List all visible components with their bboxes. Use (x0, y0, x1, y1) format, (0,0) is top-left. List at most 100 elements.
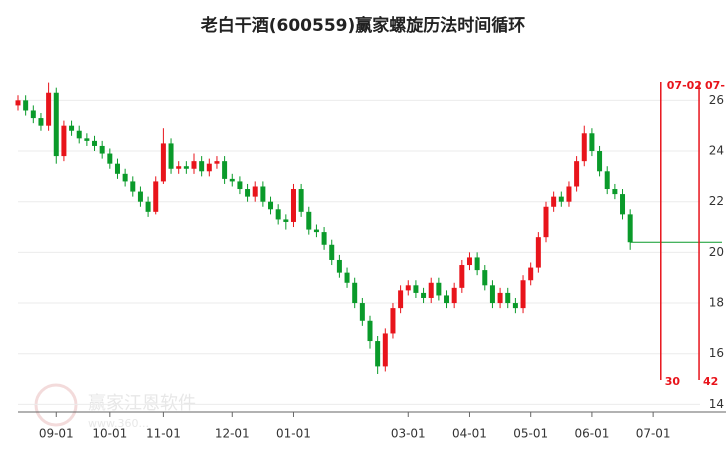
x-tick-label: 07-01 (636, 427, 671, 441)
candle-body (290, 189, 296, 222)
x-tick-label: 06-01 (574, 427, 609, 441)
candle-body (298, 189, 304, 212)
cycle-count: 30 (665, 375, 681, 388)
candle-body (137, 191, 143, 202)
candle-body (620, 194, 626, 215)
y-tick-label: 24 (709, 144, 724, 158)
y-tick-label: 20 (709, 245, 724, 259)
candle-body (99, 145, 105, 154)
candle-body (627, 214, 633, 243)
candle-body (336, 259, 342, 273)
candle-body (260, 186, 266, 202)
x-tick-label: 12-01 (215, 427, 250, 441)
candle-body (69, 125, 75, 131)
candle-body (107, 153, 113, 164)
x-tick-label: 05-01 (513, 427, 548, 441)
candle-body (375, 341, 381, 367)
candle-body (15, 100, 21, 106)
candle-body (474, 257, 480, 271)
candle-body (551, 196, 557, 207)
candle-body (390, 308, 396, 334)
candle-body (444, 295, 450, 304)
candle-body (497, 292, 503, 304)
candle-body (38, 118, 44, 126)
candle-body (245, 189, 251, 197)
candle-body (612, 189, 618, 195)
candle-body (306, 211, 312, 230)
candle-body (489, 285, 495, 304)
x-tick-label: 04-01 (452, 427, 487, 441)
candle-body (61, 125, 67, 157)
y-tick-label: 14 (709, 397, 724, 411)
candle-body (153, 181, 159, 212)
candle-body (558, 196, 564, 202)
candle-body (199, 161, 205, 172)
y-tick-label: 22 (709, 194, 724, 208)
x-tick-label: 09-01 (39, 427, 74, 441)
candle-body (168, 143, 174, 169)
x-tick-label: 10-01 (92, 427, 127, 441)
chart-title: 老白干酒(600559)赢家螺旋历法时间循环 (200, 15, 526, 36)
candle-body (160, 143, 166, 182)
y-tick-label: 26 (709, 93, 724, 107)
candle-body (183, 166, 189, 169)
watermark-text: 赢家江恩软件 (88, 392, 196, 414)
candle-body (76, 130, 82, 139)
candle-body (398, 290, 404, 309)
cycle-date: 07-1 (705, 79, 726, 92)
candle-body (566, 186, 572, 202)
x-tick-label: 11-01 (146, 427, 181, 441)
candle-body (367, 320, 373, 342)
candle-body (405, 285, 411, 291)
candle-body (574, 161, 580, 187)
candle-body (359, 303, 365, 321)
candle-body (352, 282, 358, 304)
candle-body (229, 178, 235, 182)
candle-body (268, 201, 274, 210)
candle-body (237, 181, 243, 190)
candle-body (382, 333, 388, 367)
candle-body (114, 163, 120, 174)
candle-body (421, 292, 427, 298)
candle-body (176, 166, 182, 169)
candle-body (46, 92, 52, 126)
candle-body (428, 282, 434, 298)
candle-body (313, 229, 319, 233)
candle-body (283, 219, 289, 222)
candle-body (535, 237, 541, 268)
watermark: 赢家江恩软件 www.360... (34, 383, 196, 430)
candle-body (413, 285, 419, 293)
candle-body (84, 138, 90, 141)
candle-body (520, 280, 526, 309)
candle-body (597, 151, 603, 172)
candle-body (191, 161, 197, 169)
candle-body (23, 100, 29, 111)
candle-body (528, 267, 534, 281)
candle-body (206, 163, 212, 172)
candle-body (214, 161, 220, 164)
candle-body (459, 265, 465, 288)
candle-body (252, 186, 258, 197)
candle-body (122, 173, 128, 182)
candle-body (53, 92, 59, 157)
candle-body (329, 244, 335, 260)
candle-body (482, 270, 488, 286)
candle-body (604, 171, 610, 190)
candle-body (505, 292, 511, 304)
candle-body (451, 287, 457, 304)
candle-body (436, 282, 442, 296)
candle-body (145, 201, 151, 212)
candle-body (130, 181, 136, 192)
candle-body (589, 133, 595, 152)
candle-body (275, 209, 281, 220)
candle-body (222, 161, 228, 179)
candle-body (30, 110, 36, 119)
x-tick-label: 03-01 (391, 427, 426, 441)
x-tick-label: 01-01 (276, 427, 311, 441)
candle-body (344, 272, 350, 283)
candle-body (466, 257, 472, 266)
y-tick-label: 18 (709, 296, 724, 310)
candle-body (581, 133, 587, 162)
